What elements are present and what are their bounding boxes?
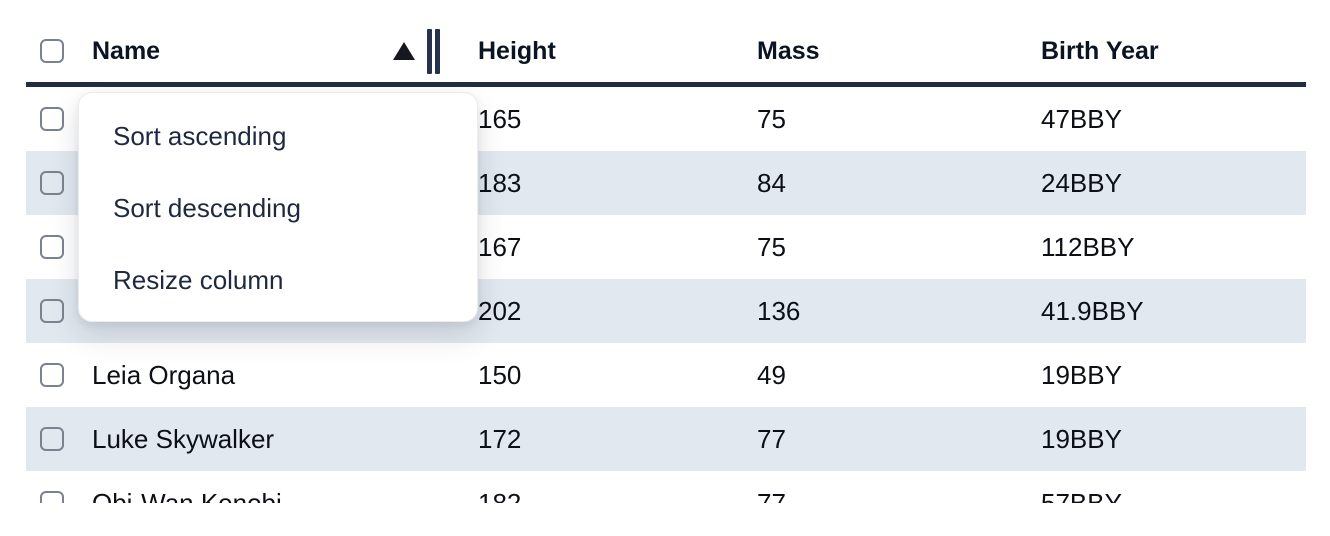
table-row: Obi-Wan Kenobi 182 77 57BBY (26, 471, 1306, 503)
row-checkbox[interactable] (40, 427, 64, 451)
column-header-height[interactable]: Height (478, 36, 556, 65)
row-checkbox[interactable] (40, 299, 64, 323)
cell-mass: 77 (757, 487, 786, 504)
cell-height: 150 (478, 359, 522, 390)
cell-height: 172 (478, 423, 522, 454)
row-checkbox[interactable] (40, 363, 64, 387)
cell-mass: 136 (757, 295, 801, 326)
cell-birth-year: 57BBY (1041, 487, 1122, 504)
cell-birth-year: 41.9BBY (1041, 295, 1144, 326)
cell-height: 165 (478, 103, 522, 134)
cell-height: 202 (478, 295, 522, 326)
cell-height: 183 (478, 167, 522, 198)
cell-mass: 49 (757, 359, 786, 390)
cell-mass: 77 (757, 423, 786, 454)
cell-birth-year: 112BBY (1041, 231, 1135, 262)
table-row: 165 75 47BBY (26, 87, 1306, 151)
table-viewport: Name Height Mass Birth Year 165 75 47BBY… (26, 0, 1306, 503)
column-context-menu: Sort ascending Sort descending Resize co… (78, 92, 478, 322)
sort-ascending-icon (393, 42, 415, 60)
table-row: Luke Skywalker 172 77 19BBY (26, 407, 1306, 471)
cell-birth-year: 24BBY (1041, 167, 1122, 198)
cell-birth-year: 19BBY (1041, 423, 1122, 454)
table-row: 167 75 112BBY (26, 215, 1306, 279)
cell-name: Obi-Wan Kenobi (92, 487, 282, 504)
menu-item-sort-descending[interactable]: Sort descending (113, 192, 301, 223)
menu-item-sort-ascending[interactable]: Sort ascending (113, 120, 287, 151)
table-row: Leia Organa 150 49 19BBY (26, 343, 1306, 407)
cell-height: 167 (478, 231, 522, 262)
cell-mass: 75 (757, 103, 786, 134)
cell-name: Luke Skywalker (92, 423, 275, 454)
cell-mass: 84 (757, 167, 786, 198)
cell-birth-year: 19BBY (1041, 359, 1122, 390)
cell-mass: 75 (757, 231, 786, 262)
row-checkbox[interactable] (40, 235, 64, 259)
column-header-name-label: Name (92, 36, 161, 65)
cell-name: Leia Organa (92, 359, 236, 390)
row-checkbox[interactable] (40, 107, 64, 131)
row-checkbox[interactable] (40, 171, 64, 195)
column-header-name[interactable]: Name (92, 20, 478, 82)
cell-birth-year: 47BBY (1041, 103, 1122, 134)
cell-height: 182 (478, 487, 522, 504)
column-resize-handle[interactable] (427, 28, 440, 74)
column-header-mass[interactable]: Mass (757, 36, 820, 65)
table-header-row: Name Height Mass Birth Year (26, 0, 1306, 87)
column-header-birth-year[interactable]: Birth Year (1041, 36, 1159, 65)
select-all-checkbox[interactable] (40, 39, 64, 63)
menu-item-resize-column[interactable]: Resize column (113, 264, 284, 295)
header-checkbox-cell (26, 39, 92, 63)
row-checkbox[interactable] (40, 491, 64, 503)
